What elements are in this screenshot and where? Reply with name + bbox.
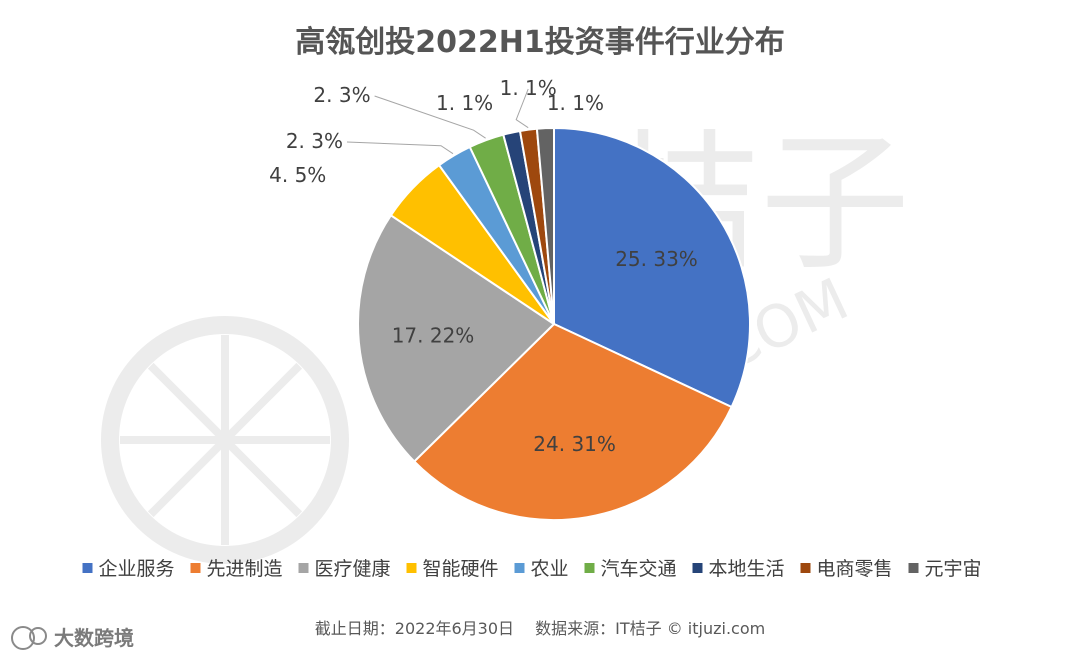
legend-label-3: 智能硬件 bbox=[423, 558, 499, 580]
legend-label-0: 企业服务 bbox=[99, 558, 175, 580]
data-label-4: 2. 3% bbox=[286, 129, 343, 153]
chat-bubble-icon bbox=[11, 626, 35, 650]
data-source-footer: 截止日期：2022年6月30日 数据来源：IT桔子 © itjuzi.com bbox=[315, 619, 765, 638]
legend-swatch-1 bbox=[190, 563, 201, 573]
data-label-3: 4. 5% bbox=[269, 163, 326, 187]
leader-line-5 bbox=[374, 95, 486, 139]
legend-swatch-3 bbox=[406, 563, 417, 573]
legend-label-4: 农业 bbox=[531, 558, 569, 580]
legend-label-5: 汽车交通 bbox=[601, 558, 677, 580]
data-label-2: 17. 22% bbox=[392, 324, 475, 348]
legend-swatch-8 bbox=[908, 563, 919, 573]
chat-bubble-small-icon bbox=[29, 627, 47, 645]
legend-swatch-4 bbox=[514, 563, 525, 573]
pie-slice-0 bbox=[553, 126, 751, 409]
legend-label-6: 本地生活 bbox=[709, 558, 785, 580]
data-label-8: 1. 1% bbox=[547, 91, 604, 115]
data-labels: 25. 33% 24. 31% 17. 22% 4. 5% 2. 3% 2. 3% 1. 1… bbox=[269, 76, 698, 456]
watermark-spoke bbox=[147, 362, 228, 443]
leader-line-7 bbox=[515, 88, 529, 129]
legend-label-7: 电商零售 bbox=[817, 558, 893, 580]
pie-slices bbox=[357, 126, 751, 521]
watermark-text: 大数跨境 bbox=[54, 626, 134, 650]
legend: 企业服务 先进制造 医疗健康 智能硬件 农业 汽车交通 本地生活 电商零售 元宇宙 bbox=[82, 558, 982, 580]
leader-line-4 bbox=[346, 141, 454, 155]
legend-swatch-5 bbox=[584, 563, 595, 573]
legend-swatch-2 bbox=[298, 563, 309, 573]
orange-slice-watermark-ring bbox=[101, 316, 349, 564]
watermark-spoke bbox=[147, 437, 228, 518]
data-label-5: 2. 3% bbox=[313, 83, 370, 107]
legend-label-2: 医疗健康 bbox=[315, 558, 391, 580]
pie-slice-8 bbox=[535, 126, 555, 325]
bottom-left-watermark: 大数跨境 bbox=[11, 626, 134, 650]
pie-slice-1 bbox=[412, 322, 733, 521]
label-leader-lines bbox=[346, 88, 529, 155]
orange-slice-watermark-spokes bbox=[120, 335, 330, 545]
data-label-7: 1. 1% bbox=[500, 76, 557, 100]
legend-swatch-0 bbox=[82, 563, 93, 573]
legend-swatch-7 bbox=[800, 563, 811, 573]
watermark-spoke bbox=[222, 437, 303, 518]
data-label-1: 24. 31% bbox=[533, 432, 616, 456]
legend-label-1: 先进制造 bbox=[207, 558, 283, 580]
chart-title: 高瓴创投2022H1投资事件行业分布 bbox=[295, 25, 784, 60]
legend-label-8: 元宇宙 bbox=[925, 558, 982, 580]
watermark-spoke bbox=[222, 362, 303, 443]
data-label-6: 1. 1% bbox=[436, 91, 493, 115]
pie-slice-2 bbox=[357, 213, 556, 463]
data-label-0: 25. 33% bbox=[615, 247, 698, 271]
legend-swatch-6 bbox=[692, 563, 703, 573]
